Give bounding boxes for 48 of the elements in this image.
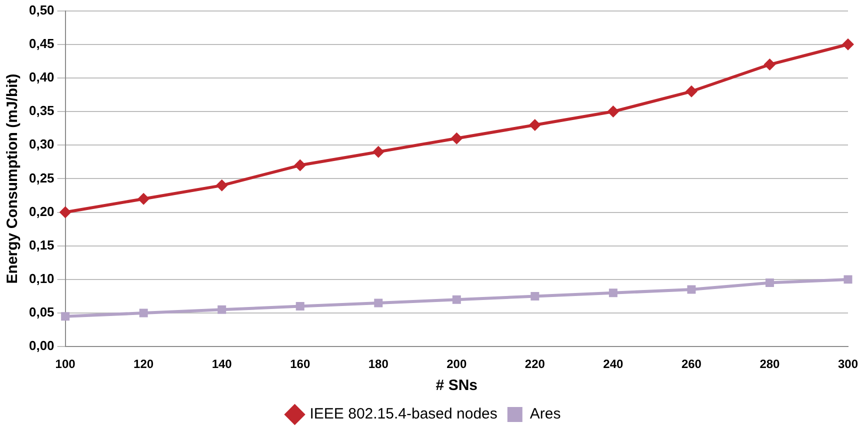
point xyxy=(139,308,148,318)
point xyxy=(685,85,698,98)
y-tick-label: 0,00 xyxy=(28,338,54,354)
point xyxy=(372,146,384,158)
point xyxy=(842,38,854,50)
x-tick-label: 280 xyxy=(760,357,780,372)
x-tick-label: 300 xyxy=(838,357,858,372)
point xyxy=(296,302,304,311)
point xyxy=(138,192,150,205)
x-tick-label: 220 xyxy=(524,357,546,372)
y-tick-label: 0,25 xyxy=(28,170,54,186)
point xyxy=(61,312,70,321)
y-tick-label: 0,40 xyxy=(28,70,54,85)
point xyxy=(687,285,696,294)
point xyxy=(294,159,306,172)
point xyxy=(374,298,383,308)
point xyxy=(450,132,463,144)
y-tick-label: 0,05 xyxy=(28,304,54,320)
x-axis-title: # SNs xyxy=(436,377,478,394)
point xyxy=(844,275,852,284)
x-tick-label: 140 xyxy=(212,357,232,372)
point xyxy=(765,278,774,288)
x-tick-label: 260 xyxy=(681,357,702,372)
y-tick-label: 0,20 xyxy=(28,204,54,219)
point xyxy=(607,106,620,118)
point xyxy=(59,206,72,218)
point xyxy=(452,295,461,304)
x-tick-label: 120 xyxy=(134,357,154,372)
x-tick-label: 180 xyxy=(368,357,389,372)
point xyxy=(608,288,618,298)
y-tick-label: 0,30 xyxy=(28,136,54,152)
x-tick-label: 240 xyxy=(603,357,624,372)
y-tick-label: 0,50 xyxy=(28,2,54,18)
legend-label: Ares xyxy=(530,406,561,423)
y-tick-label: 0,35 xyxy=(28,103,54,118)
point xyxy=(528,118,541,131)
y-tick-label: 0,45 xyxy=(28,36,54,51)
y-tick-label: 0,15 xyxy=(28,237,54,252)
x-tick-label: 200 xyxy=(446,357,467,372)
point xyxy=(218,305,226,314)
x-tick-label: 100 xyxy=(55,357,76,372)
y-tick-label: 0,10 xyxy=(28,271,54,286)
legend-label: IEEE 802.15.4-based nodes xyxy=(310,406,498,423)
y-axis-title: Energy Consumption (mJ/bit) xyxy=(4,74,22,284)
point xyxy=(530,292,540,300)
x-tick-label: 160 xyxy=(290,357,310,372)
point xyxy=(764,58,776,71)
point xyxy=(216,179,228,192)
